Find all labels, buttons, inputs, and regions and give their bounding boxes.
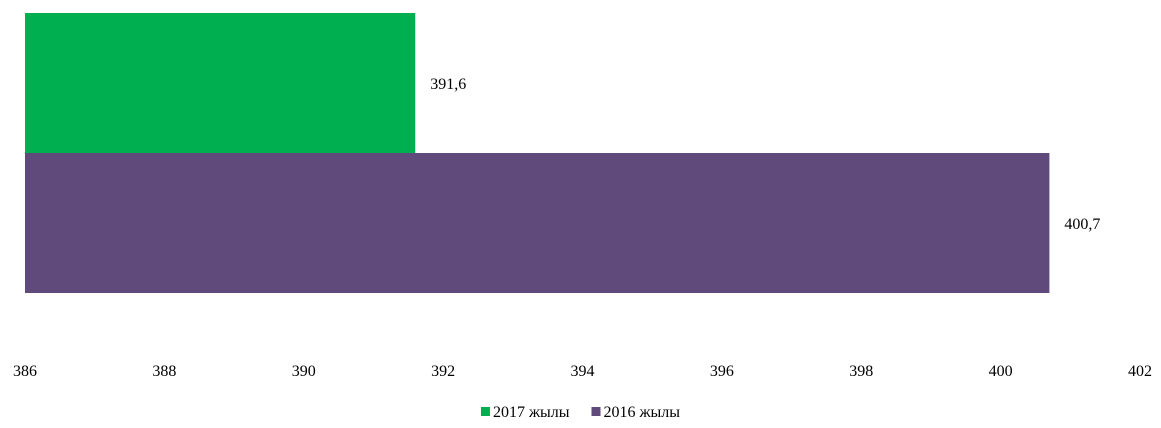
legend-swatch-2 (591, 407, 601, 416)
legend-label-1: 2017 жылы (493, 404, 570, 421)
x-tick-label-388: 388 (152, 363, 176, 380)
legend-label-2: 2016 жылы (604, 404, 681, 421)
x-tick-label-392: 392 (431, 363, 455, 380)
x-tick-label-400: 400 (989, 363, 1013, 380)
bar-2 (25, 153, 1050, 293)
x-axis: 386 388 390 392 394 396 398 400 402 (13, 363, 1152, 380)
bars-layer (25, 13, 1050, 293)
bar-1 (25, 13, 416, 153)
x-tick-label-402: 402 (1128, 363, 1152, 380)
x-tick-label-390: 390 (292, 363, 316, 380)
x-tick-label-396: 396 (710, 363, 734, 380)
legend-swatch-1 (480, 407, 490, 416)
legend: 2017 жылы 2016 жылы (480, 404, 681, 421)
bar-value-label-2: 400,7 (1064, 216, 1100, 233)
x-tick-label-398: 398 (849, 363, 873, 380)
x-tick-label-386: 386 (13, 363, 37, 380)
bar-value-label-1: 391,6 (430, 76, 466, 93)
x-tick-label-394: 394 (571, 363, 595, 380)
value-labels-layer: 391,6 400,7 (430, 76, 1100, 233)
